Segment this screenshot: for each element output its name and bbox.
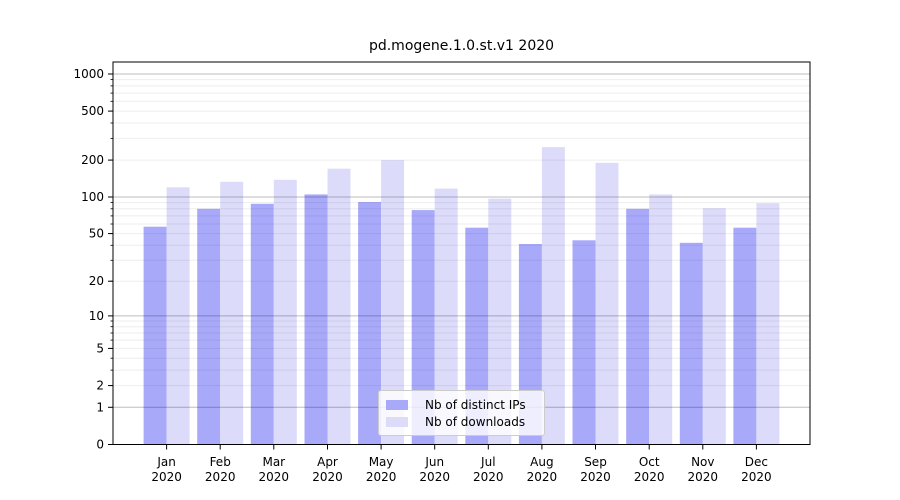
y-tick-label-100: 100 [81, 190, 104, 204]
bar-downloads-may [381, 160, 405, 445]
x-tick-year-label-dec: 2020 [741, 470, 772, 484]
x-tick-year-label-jan: 2020 [151, 470, 182, 484]
bar-downloads-nov [702, 208, 726, 445]
legend-item-distinct-ips: Nb of distinct IPs [386, 399, 539, 411]
x-tick-label-feb: Feb [210, 455, 231, 469]
legend-label-downloads: Nb of downloads [425, 414, 526, 429]
y-gridlines [113, 73, 810, 408]
bar-downloads-sep [595, 162, 619, 445]
x-axis-ticks: Jan2020Feb2020Mar2020Apr2020May2020Jun20… [151, 444, 772, 484]
y-tick-label-50: 50 [89, 227, 104, 241]
x-tick-year-label-apr: 2020 [312, 470, 343, 484]
x-tick-label-mar: Mar [262, 455, 285, 469]
bar-distinct-ips-mar [250, 203, 274, 445]
x-tick-label-sep: Sep [584, 455, 607, 469]
y-tick-label-0: 0 [96, 438, 104, 452]
x-tick-label-may: May [369, 455, 394, 469]
y-tick-label-200: 200 [81, 153, 104, 167]
bar-downloads-apr [327, 168, 351, 445]
bar-distinct-ips-may [358, 202, 382, 445]
x-tick-label-apr: Apr [317, 455, 338, 469]
bar-distinct-ips-oct [626, 208, 650, 445]
x-tick-year-label-jun: 2020 [419, 470, 450, 484]
x-tick-year-label-mar: 2020 [259, 470, 290, 484]
x-tick-year-label-aug: 2020 [527, 470, 558, 484]
bar-distinct-ips-jan [143, 226, 167, 445]
bar-distinct-ips-jun [411, 210, 435, 445]
legend: Nb of distinct IPs Nb of downloads [378, 390, 545, 436]
bar-downloads-aug [541, 147, 565, 445]
y-tick-label-5: 5 [96, 341, 104, 355]
x-tick-label-jun: Jun [424, 455, 444, 469]
x-tick-year-label-may: 2020 [366, 470, 397, 484]
bar-distinct-ips-feb [197, 208, 221, 445]
bar-downloads-jun [434, 188, 458, 445]
x-tick-label-jan: Jan [156, 455, 176, 469]
x-tick-year-label-feb: 2020 [205, 470, 236, 484]
legend-item-downloads: Nb of downloads [386, 416, 539, 428]
bar-distinct-ips-dec [733, 227, 757, 445]
x-tick-label-dec: Dec [745, 455, 768, 469]
y-tick-label-1: 1 [96, 400, 104, 414]
bar-downloads-oct [649, 194, 673, 445]
bar-downloads-feb [220, 181, 244, 445]
x-tick-year-label-sep: 2020 [580, 470, 611, 484]
bar-downloads-dec [756, 203, 780, 445]
legend-swatch-downloads [386, 416, 408, 427]
x-tick-label-oct: Oct [639, 455, 660, 469]
bar-downloads-jul [488, 198, 512, 445]
legend-label-distinct-ips: Nb of distinct IPs [425, 397, 526, 412]
y-tick-label-1000: 1000 [73, 67, 104, 81]
x-tick-year-label-oct: 2020 [634, 470, 665, 484]
y-tick-label-20: 20 [89, 274, 104, 288]
bar-distinct-ips-apr [304, 194, 328, 445]
y-tick-label-10: 10 [89, 309, 104, 323]
bar-downloads-jan [166, 187, 190, 445]
bar-distinct-ips-nov [679, 242, 703, 445]
y-tick-label-2: 2 [96, 379, 104, 393]
y-tick-label-500: 500 [81, 104, 104, 118]
x-tick-year-label-nov: 2020 [688, 470, 719, 484]
x-tick-label-aug: Aug [530, 455, 553, 469]
bar-distinct-ips-sep [572, 240, 596, 445]
chart-title: pd.mogene.1.0.st.v1 2020 [368, 38, 555, 54]
plot-border [112, 61, 811, 445]
bar-downloads-mar [273, 179, 297, 445]
x-tick-year-label-jul: 2020 [473, 470, 504, 484]
legend-swatch-distinct-ips [386, 399, 408, 410]
x-tick-label-jul: Jul [480, 455, 495, 469]
x-tick-label-nov: Nov [691, 455, 714, 469]
